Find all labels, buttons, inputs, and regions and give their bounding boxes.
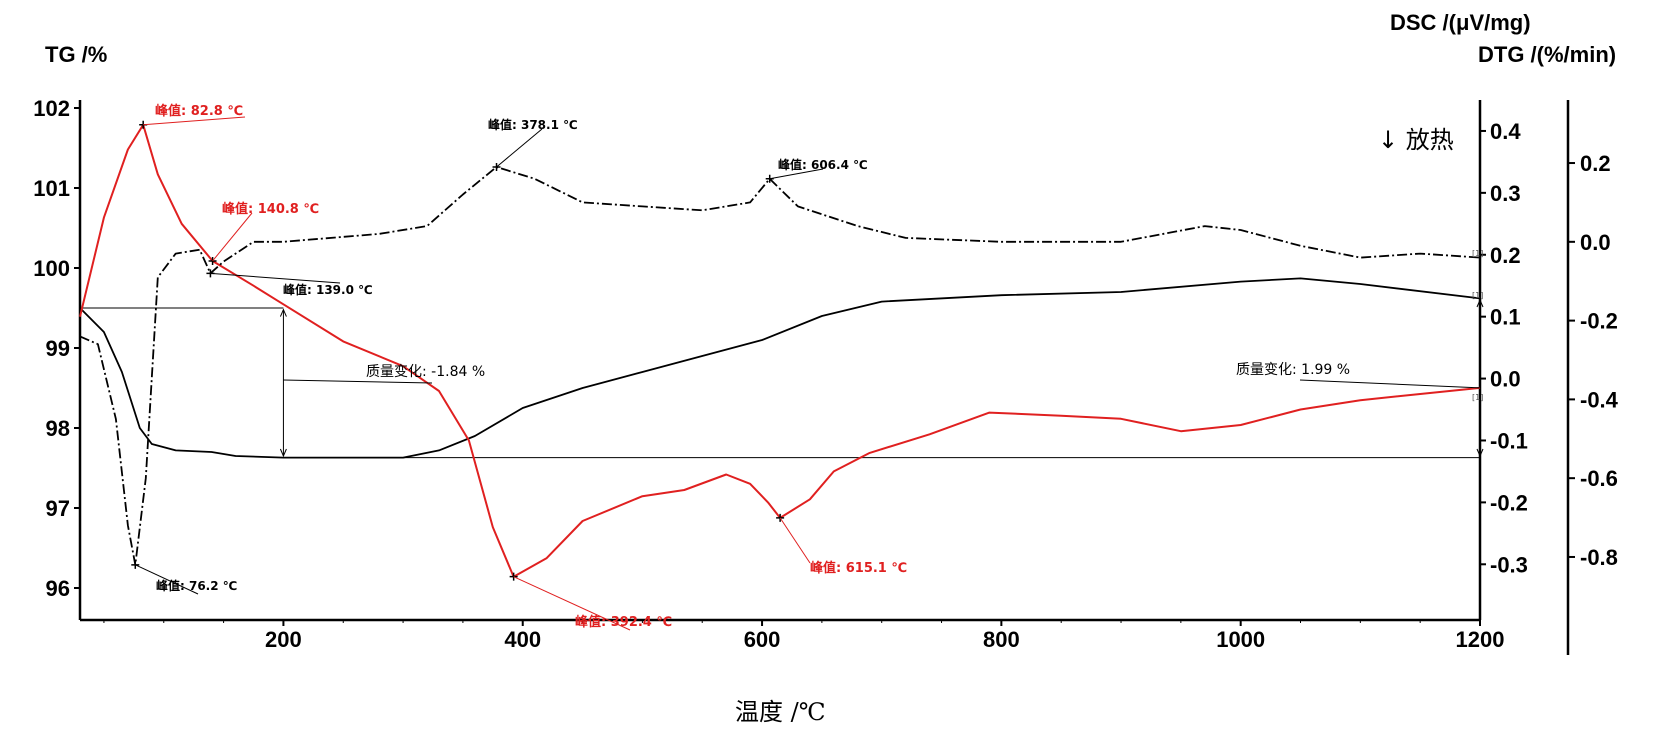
- dsc-tick-label: 0.1: [1490, 305, 1521, 330]
- dtg-peak-leader-378: [496, 128, 543, 168]
- tg-tick-label: 101: [33, 176, 70, 201]
- dtg-tick-label: -0.8: [1580, 545, 1618, 570]
- tg-tick-label: 102: [33, 96, 70, 121]
- mass-change-arrow-2-heads: [1476, 298, 1484, 458]
- exotherm-direction-label: ↓ 放热: [1378, 126, 1454, 154]
- dtg-tick-label: -0.2: [1580, 309, 1618, 334]
- x-tick-label: 1000: [1216, 627, 1265, 652]
- dtg-peak-label-139: 峰值: 139.0 ℃: [283, 282, 373, 297]
- x-tick-label: 800: [983, 627, 1020, 652]
- dsc-peak-leader-392: [513, 576, 631, 631]
- mass-change-label-1: 质量变化: -1.84 %: [366, 364, 485, 380]
- dtg-peak-marker: [492, 162, 501, 171]
- dsc-peak-label-83: 峰值: 82.8 ℃: [155, 103, 243, 119]
- x-tick-label: 400: [504, 627, 541, 652]
- dsc-end-marker: [1]: [1472, 393, 1483, 402]
- x-tick-label: 200: [265, 627, 302, 652]
- dsc-tick-label: 0.3: [1490, 181, 1521, 206]
- dsc-tick-label: -0.2: [1490, 490, 1528, 515]
- dsc-axis-title: DSC /(μV/mg): [1390, 10, 1531, 35]
- dsc-peak-label-615: 峰值: 615.1 ℃: [810, 560, 907, 576]
- x-axis-title: 温度 /℃: [735, 698, 826, 726]
- dsc-tick-label: 0.4: [1490, 119, 1521, 144]
- tg-curve: [79, 277, 1481, 459]
- dsc-tick-label: 0.2: [1490, 243, 1521, 268]
- dtg-tick-label: 0.0: [1580, 230, 1611, 255]
- dtg-peak-label-76: 峰值: 76.2 ℃: [156, 578, 237, 593]
- dsc-tick-label: -0.1: [1490, 428, 1528, 453]
- tg-end-marker: [1]: [1472, 291, 1483, 300]
- dtg-tick-label: -0.4: [1580, 387, 1619, 412]
- dtg-curve: [79, 166, 1481, 566]
- mass-change-leader-2: [1299, 379, 1481, 389]
- dtg-peak-leader-139: [210, 272, 341, 284]
- mass-change-leader-1: [283, 379, 433, 384]
- tg-tick-label: 97: [46, 496, 70, 521]
- dtg-tick-label: -0.6: [1580, 466, 1618, 491]
- tg-axis-title: TG /%: [45, 42, 107, 67]
- tg-tick-label: 96: [46, 576, 70, 601]
- dtg-end-marker: [1]: [1472, 249, 1483, 258]
- dsc-peak-leader-83: [143, 116, 246, 126]
- dtg-axis-title: DTG /(%/min): [1478, 42, 1616, 67]
- x-tick-label: 1200: [1456, 627, 1505, 652]
- dsc-tick-label: -0.3: [1490, 552, 1528, 577]
- mass-change-arrow-1-heads: [279, 308, 287, 458]
- dsc-peak-leader-141: [212, 212, 253, 262]
- dtg-peak-leader-76: [135, 564, 199, 595]
- x-tick-label: 600: [744, 627, 781, 652]
- dsc-curve: [79, 123, 1481, 578]
- tg-tick-label: 100: [33, 256, 70, 281]
- dtg-peak-label-606: 峰值: 606.4 ℃: [778, 157, 868, 172]
- dsc-tick-label: 0.0: [1490, 367, 1521, 392]
- dtg-peak-label-378: 峰值: 378.1 ℃: [488, 117, 578, 132]
- dtg-tick-label: 0.2: [1580, 151, 1611, 176]
- tg-tick-label: 99: [46, 336, 70, 361]
- mass-change-label-2: 质量变化: 1.99 %: [1236, 362, 1350, 378]
- tg-tick-label: 98: [46, 416, 70, 441]
- dsc-peak-label-141: 峰值: 140.8 ℃: [222, 201, 319, 217]
- dsc-peak-label-392: 峰值: 392.4 ℃: [575, 614, 672, 630]
- dsc-peak-leader-615: [779, 517, 811, 564]
- dtg-peak-leader-606: [769, 168, 824, 180]
